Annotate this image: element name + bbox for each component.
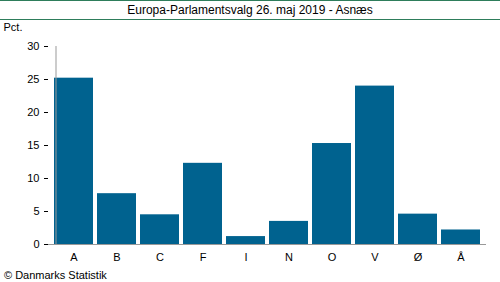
svg-text:15: 15 xyxy=(27,139,39,151)
svg-text:I: I xyxy=(244,251,247,263)
svg-text:O: O xyxy=(328,251,337,263)
svg-text:30: 30 xyxy=(27,40,39,52)
svg-text:B: B xyxy=(113,251,120,263)
svg-text:5: 5 xyxy=(33,205,39,217)
html-text:Europa-Parlamentsvalg 26. maj: Europa-Parlamentsvalg 26. maj 2019 - Asn… xyxy=(127,3,373,17)
html-text:© Danmarks Statistik: © Danmarks Statistik xyxy=(4,269,107,281)
svg-text:A: A xyxy=(70,251,78,263)
svg-text:0: 0 xyxy=(33,238,39,250)
svg-text:C: C xyxy=(156,251,164,263)
svg-text:F: F xyxy=(200,251,207,263)
svg-text:N: N xyxy=(285,251,293,263)
svg-text:V: V xyxy=(371,251,379,263)
svg-text:Ø: Ø xyxy=(414,251,423,263)
svg-text:25: 25 xyxy=(27,73,39,85)
svg-text:Å: Å xyxy=(457,251,465,263)
svg-text:20: 20 xyxy=(27,106,39,118)
svg-text:10: 10 xyxy=(27,172,39,184)
svg-text:Pct.: Pct. xyxy=(4,21,23,33)
